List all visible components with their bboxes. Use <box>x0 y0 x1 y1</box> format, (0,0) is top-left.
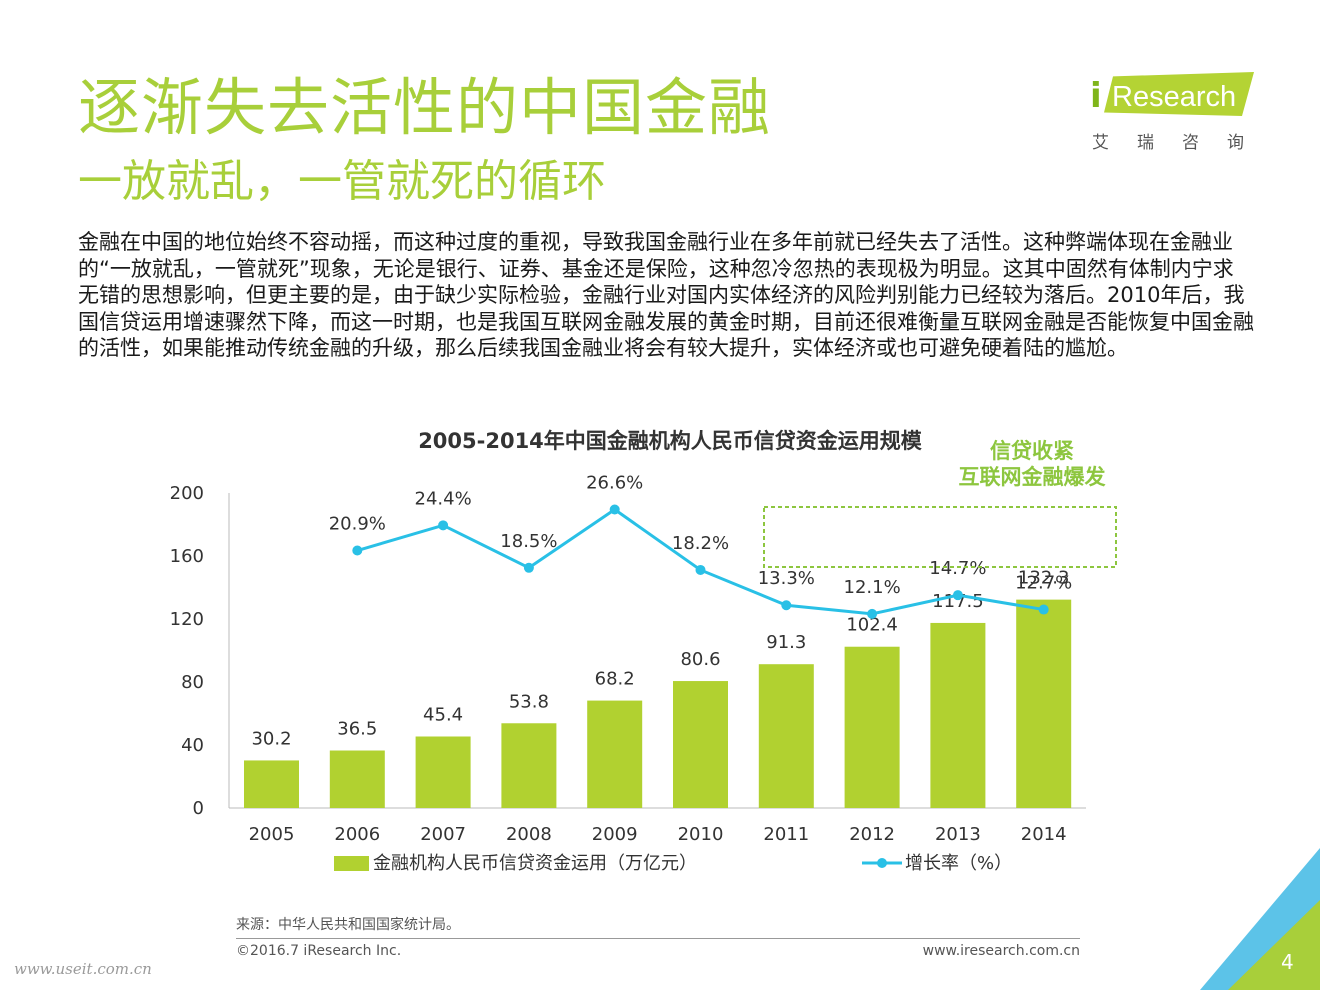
legend-bar-label: 金融机构人民币信贷资金运用（万亿元） <box>373 853 697 874</box>
y-tick-label: 40 <box>181 735 204 756</box>
growth-value-label: 26.6% <box>586 472 643 493</box>
bar <box>329 750 385 808</box>
page-title: 逐渐失去活性的中国金融 <box>78 71 772 144</box>
page-subtitle: 一放就乱，一管就死的循环 <box>78 156 606 207</box>
legend-bar-swatch <box>334 856 369 871</box>
growth-point <box>352 545 363 556</box>
bar-value-label: 102.4 <box>846 615 898 636</box>
body-paragraph: 金融在中国的地位始终不容动摇，而这种过度的重视，导致我国金融行业在多年前就已经失… <box>78 230 1254 360</box>
growth-point <box>695 564 706 575</box>
logo-word: Research <box>1112 81 1237 113</box>
bar <box>244 760 299 808</box>
growth-value-label: 12.1% <box>844 577 901 598</box>
growth-point <box>952 590 963 601</box>
annotation-line-1: 信贷收紧 <box>990 439 1074 463</box>
bar-value-label: 53.8 <box>509 691 549 712</box>
growth-value-label: 18.2% <box>672 533 729 554</box>
y-tick-label: 200 <box>170 483 204 504</box>
bar <box>930 622 986 808</box>
bar-value-label: 45.4 <box>423 704 463 725</box>
logo-chinese-name: 艾瑞咨询 <box>1092 133 1272 153</box>
bar <box>587 700 643 808</box>
growth-value-label: 13.3% <box>758 568 815 589</box>
chart-title: 2005-2014年中国金融机构人民币信贷资金运用规模 <box>418 429 923 453</box>
website-link[interactable]: www.iresearch.com.cn <box>922 943 1080 959</box>
bar-value-label: 91.3 <box>766 632 806 653</box>
footer-divider <box>236 938 1080 939</box>
logo-prefix: i <box>1090 76 1102 116</box>
growth-point <box>1038 604 1049 615</box>
growth-point <box>438 520 449 531</box>
copyright: ©2016.7 iResearch Inc. <box>236 943 402 959</box>
x-tick-label: 2010 <box>678 824 724 845</box>
legend-line-label: 增长率（%） <box>905 853 1012 874</box>
x-tick-label: 2013 <box>935 824 981 845</box>
source-note: 来源：中华人民共和国国家统计局。 <box>236 917 460 933</box>
legend-line-marker <box>877 858 887 868</box>
annotation-line-2: 互联网金融爆发 <box>959 465 1107 489</box>
growth-point <box>781 600 792 611</box>
growth-value-label: 20.9% <box>329 514 386 535</box>
x-tick-label: 2007 <box>420 824 466 845</box>
x-tick-label: 2008 <box>506 824 552 845</box>
bar-value-label: 36.5 <box>337 719 377 740</box>
logo-tag-shape <box>1104 72 1254 116</box>
page-number: 4 <box>1281 950 1294 974</box>
growth-value-label: 12.7% <box>1015 573 1072 594</box>
bar <box>758 664 814 808</box>
y-tick-label: 80 <box>181 672 204 693</box>
bar <box>673 681 728 808</box>
x-tick-label: 2011 <box>763 824 809 845</box>
iresearch-logo: i Research 艾瑞咨询 <box>1090 70 1260 160</box>
growth-value-label: 18.5% <box>500 531 557 552</box>
annotation-box <box>763 506 1117 568</box>
corner-decoration-green <box>1228 900 1320 990</box>
y-tick-label: 0 <box>193 798 204 819</box>
watermark: www.useit.com.cn <box>14 960 152 978</box>
growth-point <box>523 562 534 573</box>
bar <box>844 646 900 808</box>
x-tick-label: 2014 <box>1021 824 1067 845</box>
x-tick-label: 2012 <box>849 824 895 845</box>
growth-point <box>867 608 878 619</box>
bar <box>501 723 557 808</box>
bar-value-label: 80.6 <box>680 649 720 670</box>
legend: 金融机构人民币信贷资金运用（万亿元） 增长率（%） <box>334 853 1012 874</box>
growth-value-label: 14.7% <box>929 558 986 579</box>
bar <box>415 736 471 808</box>
x-tick-label: 2006 <box>334 824 380 845</box>
growth-value-label: 24.4% <box>415 488 472 509</box>
x-tick-label: 2009 <box>592 824 638 845</box>
growth-point <box>609 504 620 515</box>
y-tick-label: 160 <box>170 546 204 567</box>
y-tick-label: 120 <box>170 609 204 630</box>
bar <box>1016 599 1072 808</box>
bar-value-label: 132.3 <box>1018 568 1070 589</box>
bar-value-label: 68.2 <box>595 669 635 690</box>
bar-value-label: 30.2 <box>251 728 291 749</box>
x-tick-label: 2005 <box>249 824 295 845</box>
